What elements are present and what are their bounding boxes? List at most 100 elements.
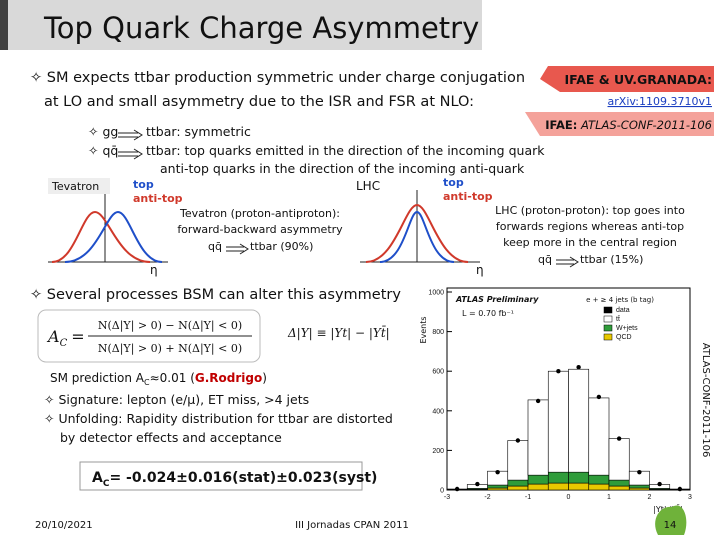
legend-swatch [603,306,613,314]
data-point [454,486,460,492]
histogram-bar [527,399,549,476]
sub-bullet-text: anti-top quarks in the direction of the … [160,161,525,176]
diagram-label: LHC [356,179,380,193]
arxiv-link[interactable]: arXiv:1109.3710v1 [608,95,712,108]
title-bar [0,0,482,50]
bullet: ✧ Several processes BSM can alter this a… [30,287,401,303]
result: AC= -0.024±0.016(stat)±0.023(syst) [92,470,377,489]
x-tick-label: -3 [444,494,450,501]
ref-ifae: IFAE: [545,118,577,132]
lumi: L = 0.70 fb⁻¹ [462,309,514,318]
antitop-label: anti-top [443,190,493,203]
diagram-label: Tevatron [51,180,99,193]
legend-swatch [603,315,613,323]
bullet: ✧ Signature: lepton (e/μ), ET miss, >4 j… [44,392,309,407]
caption: forward-backward asymmetry [177,223,343,236]
sub: C [144,378,150,387]
bullet-cont: by detector effects and acceptance [60,430,282,445]
caption: keep more in the central region [503,236,677,249]
caption: forwards regions whereas anti-top [496,220,684,233]
result-sub: C [103,479,110,489]
antitop-curve [365,203,469,263]
antitop-curve [51,210,151,263]
histogram-bar [628,484,650,489]
y-tick-label: 0 [440,488,444,495]
y-axis-label: Events [419,316,428,343]
side-label: ATLAS-CONF-2011-106 [700,343,711,458]
histogram-bar [487,484,509,489]
histogram-bar [547,370,569,473]
caption: ttbar (15%) [580,253,643,266]
y-tick-label: 400 [432,408,444,415]
histogram-bar [588,474,610,485]
data-point [596,394,602,400]
y-tick-label: 800 [432,329,444,336]
histogram-bar [507,479,529,487]
title-accent [0,0,8,50]
reference: G.Rodrigo [195,371,262,385]
label-box [48,178,110,194]
y-tick-label: 1000 [428,290,444,297]
bullet-cont: at LO and small asymmetry due to the ISR… [44,94,474,110]
text: ) [262,371,267,385]
top-curve [379,210,455,263]
x-tick-label: -2 [484,494,490,501]
x-tick-label: -1 [525,494,531,501]
legend-label: W+jets [616,325,638,332]
histogram-bar [507,440,529,481]
formula: Δ|Y| ≡ |Yt| − |Yt̄| [287,324,390,340]
data-point [576,365,581,370]
x-tick-label: 1 [607,494,611,501]
histogram-bar [568,482,590,491]
histogram-bar [568,471,590,484]
arrow [118,129,143,141]
sub-bullet-text: ttbar: top quarks emitted in the directi… [146,143,545,158]
caption: ttbar (90%) [250,240,313,253]
arrow [118,148,143,160]
caption: LHC (proton-proton): top goes into [495,204,685,217]
sub-bullet: ✧ gg [88,124,118,139]
data-point [495,469,500,475]
denominator: N(Δ|Y| > 0) + N(Δ|Y| < 0) [98,342,242,356]
histogram-bar [608,438,630,481]
date: 20/10/2021 [35,520,93,531]
histogram-bar [527,474,549,485]
ref-note: ATLAS-CONF-2011-106 [580,118,712,132]
sub-bullet-text: ttbar: symmetric [146,124,251,139]
data-point [535,398,541,404]
ref-group: IFAE & UV.GRANADA: [564,72,712,87]
event: III Jornadas CPAN 2011 [295,520,409,531]
top-curve [64,210,163,263]
top-label: top [443,176,464,189]
legend-label: QCD [616,334,632,341]
result-a: A [92,470,103,486]
arrow [556,256,579,268]
data-point [515,438,521,443]
x-tick-label: 0 [567,494,571,501]
bullet: ✧ Unfolding: Rapidity distribution for t… [44,411,393,426]
x-tick-label: 3 [688,494,692,501]
antitop-label: anti-top [133,192,183,205]
x-tick-label: 2 [648,494,652,501]
sub-bullet: ✧ qq̄ [88,143,118,158]
ref-conf: IFAE: ATLAS-CONF-2011-106 [545,118,712,132]
legend-label: data [616,307,630,314]
histogram-bar [588,483,610,491]
y-tick-label: 600 [432,369,444,376]
caption: qq̄ [208,240,222,253]
data-point [556,369,561,374]
axis-label: η [150,263,158,277]
histogram-bar [507,485,529,491]
data-point [657,481,662,487]
top-label: top [133,178,154,191]
formula-a: A [46,327,60,346]
data-point [616,436,622,441]
histogram-bar [608,485,630,491]
legend-swatch [603,324,613,332]
formula-box [37,309,261,363]
channel: e + ≥ 4 jets (b tag) [586,296,654,304]
text: SM prediction A [50,371,145,385]
bullet: ✧ SM expects ttbar production symmetric … [30,70,525,86]
formula-eq: = [71,327,84,346]
